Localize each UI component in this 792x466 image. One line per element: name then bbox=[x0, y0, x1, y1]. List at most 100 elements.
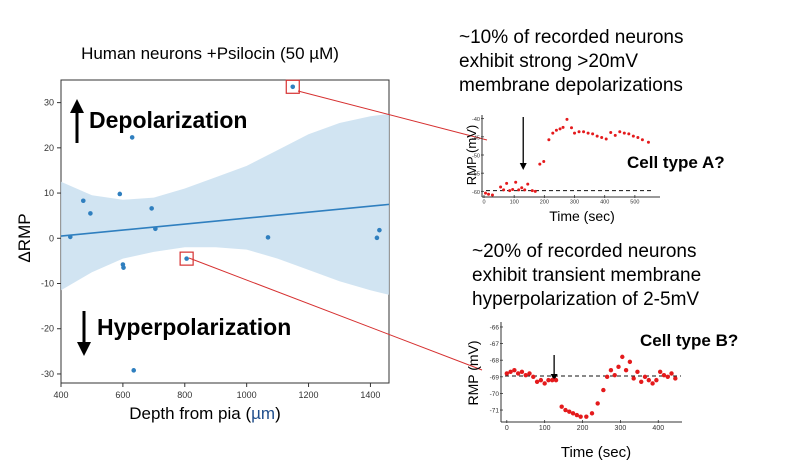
inset-data-point bbox=[511, 188, 515, 192]
inset-data-point bbox=[534, 379, 540, 384]
y-tick-label: -45 bbox=[472, 135, 480, 141]
inset-data-point bbox=[563, 407, 568, 413]
inset-data-point bbox=[570, 411, 576, 416]
x-tick-label: 600 bbox=[115, 390, 130, 400]
y-tick-label: -20 bbox=[41, 324, 54, 334]
inset-data-point bbox=[620, 354, 625, 360]
inset-data-point bbox=[639, 379, 644, 384]
x-axis-label-suffix: ) bbox=[275, 404, 281, 423]
inset-data-point bbox=[657, 369, 663, 375]
data-point bbox=[117, 191, 123, 197]
y-tick-label: -69 bbox=[490, 374, 500, 381]
inset-b-stimulus-arrow bbox=[550, 355, 558, 381]
inset-data-point bbox=[531, 374, 536, 380]
inset-data-point bbox=[553, 377, 559, 383]
inset-data-point bbox=[533, 189, 537, 193]
inset-data-point bbox=[586, 131, 590, 135]
inset-data-point bbox=[554, 128, 558, 132]
x-axis-ticks: 400 600 800 1000 1200 1400 bbox=[53, 383, 380, 400]
inset-data-point bbox=[612, 372, 617, 378]
inset-b-y-label: RMP (mV) bbox=[465, 340, 481, 405]
data-point bbox=[131, 368, 137, 373]
inset-data-point bbox=[600, 136, 604, 140]
inset-data-point bbox=[636, 136, 640, 140]
stimulus-arrow-head bbox=[519, 163, 527, 170]
main-chart: Human neurons +Psilocin (50 µM) 400 600 80… bbox=[15, 44, 390, 423]
x-tick-label: 200 bbox=[540, 200, 549, 206]
inset-data-point bbox=[631, 376, 636, 381]
data-point bbox=[67, 234, 73, 240]
inset-data-point bbox=[595, 134, 599, 138]
inset-data-point bbox=[622, 131, 626, 135]
inset-data-point bbox=[669, 371, 674, 376]
x-tick-label: 100 bbox=[510, 200, 519, 206]
inset-b-chart: 0 100 200 300 400 -66 -67 -68 -69 -70 -71 RMP (mV)… bbox=[465, 322, 738, 461]
y-tick-label: 0 bbox=[49, 233, 54, 243]
inset-data-point bbox=[578, 414, 583, 419]
highlight-box-inset-b bbox=[179, 251, 194, 266]
inset-data-point bbox=[577, 130, 581, 134]
inset-data-point bbox=[627, 132, 631, 136]
inset-a-caption-line-3: membrane depolarizations bbox=[459, 75, 683, 96]
inset-data-point bbox=[601, 387, 606, 393]
inset-data-point bbox=[527, 371, 532, 376]
inset-data-point bbox=[673, 376, 678, 381]
y-tick-label: -66 bbox=[490, 324, 500, 331]
x-tick-label: 1400 bbox=[360, 390, 380, 400]
inset-data-point bbox=[591, 132, 595, 136]
x-tick-label: 200 bbox=[577, 425, 589, 432]
y-tick-label: 20 bbox=[44, 143, 54, 153]
inset-data-point bbox=[635, 369, 640, 375]
data-point bbox=[153, 226, 158, 232]
inset-data-point bbox=[546, 377, 551, 383]
x-tick-label: 800 bbox=[177, 390, 192, 400]
inset-data-point bbox=[551, 131, 555, 135]
y-tick-label: -30 bbox=[41, 369, 54, 379]
x-tick-label: 400 bbox=[53, 390, 68, 400]
inset-data-point bbox=[523, 188, 527, 192]
x-axis-label-unit: µm bbox=[251, 404, 275, 423]
inset-data-point bbox=[584, 414, 589, 419]
y-tick-label: -68 bbox=[490, 358, 500, 365]
inset-data-point bbox=[646, 140, 650, 144]
inset-data-point bbox=[542, 381, 547, 386]
inset-data-point bbox=[623, 367, 629, 373]
x-axis-label: Depth from pia (µm) bbox=[129, 404, 281, 423]
arrow-up-icon bbox=[70, 99, 84, 143]
inset-data-point bbox=[570, 126, 573, 130]
inset-b-ticks: 0 100 200 300 400 -66 -67 -68 -69 -70 -71 bbox=[490, 324, 665, 432]
inset-data-point bbox=[538, 162, 542, 166]
y-tick-label: -55 bbox=[472, 172, 480, 178]
inset-data-point bbox=[561, 125, 565, 129]
data-point bbox=[265, 235, 271, 240]
callout-line-a bbox=[297, 90, 488, 141]
inset-data-point bbox=[567, 409, 572, 414]
y-tick-label: -50 bbox=[472, 154, 480, 160]
highlight-boxes bbox=[179, 79, 300, 266]
inset-data-point bbox=[484, 191, 488, 195]
x-tick-label: 300 bbox=[570, 200, 579, 206]
inset-data-point bbox=[589, 411, 595, 416]
inset-a-stimulus-arrow bbox=[519, 117, 527, 170]
y-tick-label: -70 bbox=[490, 391, 500, 398]
data-point bbox=[129, 135, 135, 140]
inset-data-point bbox=[505, 181, 509, 185]
confidence-band bbox=[61, 113, 389, 295]
y-axis-ticks: -30 -20 -10 0 10 20 30 bbox=[41, 98, 61, 379]
inset-b-caption-line-2: exhibit transient membrane bbox=[472, 265, 701, 286]
x-tick-label: 100 bbox=[539, 425, 551, 432]
inset-data-point bbox=[665, 374, 670, 380]
inset-data-point bbox=[523, 372, 528, 378]
x-tick-label: 0 bbox=[505, 425, 509, 432]
inset-data-point bbox=[642, 374, 648, 380]
inset-a-cell-type-label: Cell type A? bbox=[627, 153, 725, 172]
x-tick-label: 1200 bbox=[299, 390, 319, 400]
depolarization-label: Depolarization bbox=[89, 107, 247, 133]
inset-data-point bbox=[519, 369, 525, 375]
data-point bbox=[121, 265, 126, 270]
inset-data-point bbox=[504, 371, 509, 376]
confidence-band-area bbox=[61, 113, 389, 295]
regression-line bbox=[60, 203, 390, 237]
inset-data-point bbox=[646, 377, 652, 383]
inset-data-point bbox=[517, 188, 521, 192]
